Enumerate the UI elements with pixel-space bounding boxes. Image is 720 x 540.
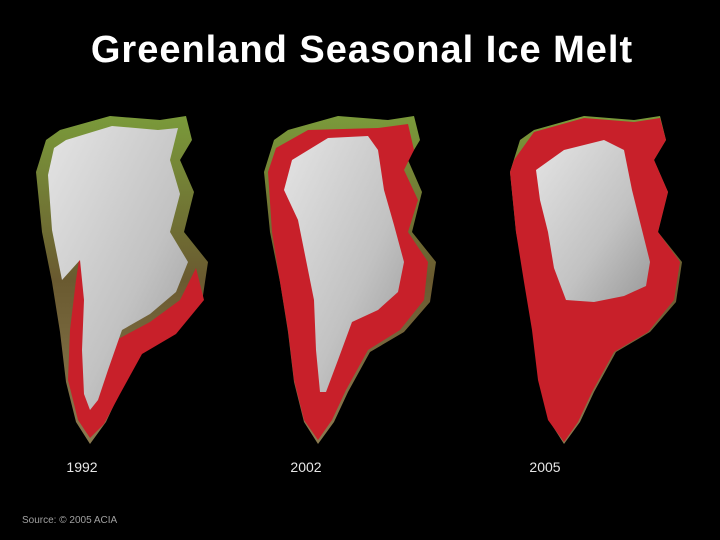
year-label: 2005 <box>529 459 560 475</box>
source: Source: © 2005 ACIA <box>22 515 118 526</box>
title: Greenland Seasonal Ice Melt <box>91 29 633 71</box>
year-label: 1992 <box>66 459 97 475</box>
year-label: 2002 <box>290 459 321 475</box>
map-2002 <box>264 116 436 444</box>
map-1992 <box>36 116 208 444</box>
map-2005 <box>510 116 682 444</box>
